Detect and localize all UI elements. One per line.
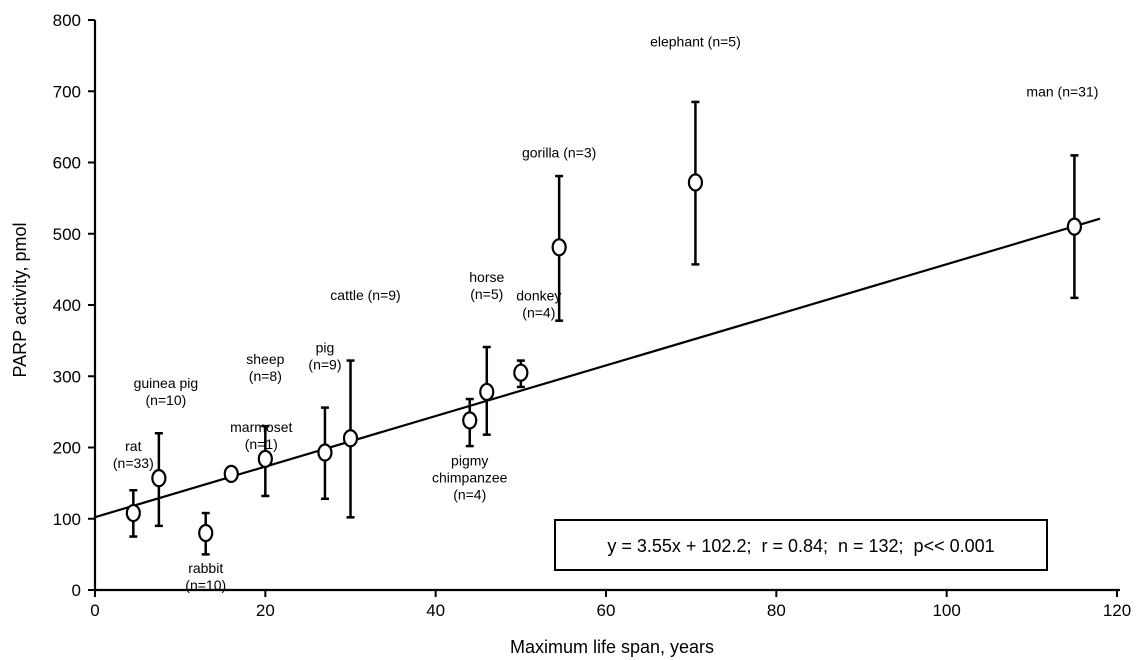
data-point [1066, 217, 1083, 236]
point-label: pig (n=9) [308, 339, 341, 372]
point-label: man (n=31) [1026, 84, 1098, 100]
x-tick-label: 40 [426, 601, 445, 620]
data-point [687, 173, 704, 192]
equation-text: y = 3.55x + 102.2; r = 0.84; n = 132; p<… [607, 536, 994, 556]
data-point [342, 429, 359, 448]
point-label: sheep (n=8) [246, 351, 284, 384]
point-label: horse (n=5) [469, 269, 504, 302]
data-point [513, 363, 529, 382]
point-label: rabbit (n=10) [185, 560, 226, 593]
data-point [125, 503, 141, 523]
y-tick-label: 200 [53, 439, 81, 458]
x-tick-label: 100 [932, 601, 960, 620]
x-axis-title: Maximum life span, years [510, 637, 714, 657]
point-label: elephant (n=5) [650, 33, 741, 49]
point-labels: rat (n=33) guinea pig (n=10) rabbit (n=10) mar… [113, 33, 1099, 593]
data-point [223, 464, 239, 483]
x-tick-label: 120 [1103, 601, 1131, 620]
data-point [462, 411, 478, 430]
y-axis-title: PARP activity, pmol [10, 222, 30, 377]
point-label: marmoset (n=1) [230, 419, 292, 452]
regression-line [94, 217, 1101, 519]
x-tick-label: 0 [90, 601, 99, 620]
error-bars [129, 100, 1079, 556]
x-tick-label: 20 [256, 601, 275, 620]
point-label: guinea pig (n=10) [134, 375, 199, 408]
axes: 0 20 40 60 80 100 120 0 100 200 300 400 500 600 700 800 [53, 11, 1132, 620]
y-tick-label: 400 [53, 296, 81, 315]
data-point [317, 443, 333, 462]
data-point [151, 469, 167, 488]
data-point [551, 238, 567, 257]
point-label: pigmy chimpanzee (n=4) [432, 452, 508, 502]
y-tick-label: 800 [53, 11, 81, 30]
y-tick-label: 600 [53, 154, 81, 173]
y-tick-label: 700 [53, 82, 81, 101]
data-point [479, 382, 495, 402]
y-tick-label: 500 [53, 225, 81, 244]
equation-box: y = 3.55x + 102.2; r = 0.84; n = 132; p<… [554, 519, 1048, 571]
y-tick-label: 100 [53, 510, 81, 529]
y-tick-label: 300 [53, 367, 81, 386]
data-points [125, 173, 1083, 543]
point-label: donkey (n=4) [516, 288, 561, 321]
point-label: rat (n=33) [113, 438, 154, 471]
point-label: gorilla (n=3) [522, 144, 596, 160]
x-tick-label: 80 [767, 601, 786, 620]
data-point [257, 449, 273, 468]
data-point [198, 523, 214, 543]
point-label: cattle (n=9) [330, 287, 400, 303]
y-tick-label: 0 [72, 581, 81, 600]
x-tick-label: 60 [597, 601, 616, 620]
